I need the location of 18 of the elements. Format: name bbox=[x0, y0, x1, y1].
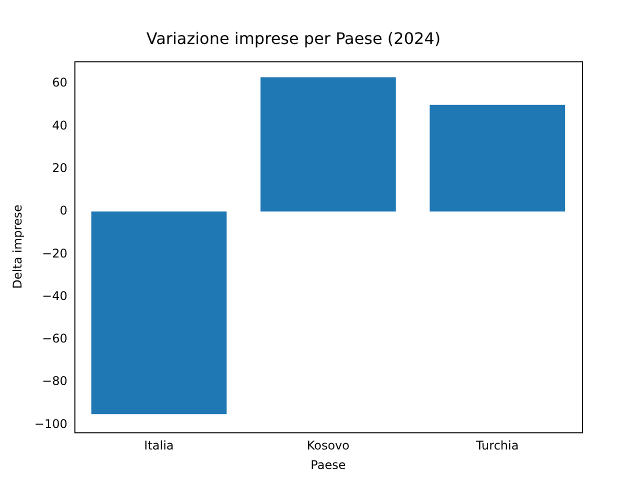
y-axis-title: Delta imprese bbox=[10, 204, 24, 289]
x-axis-title: Paese bbox=[310, 458, 346, 472]
y-tick-label: 60 bbox=[52, 76, 68, 90]
y-tick-label: 20 bbox=[52, 161, 68, 175]
x-tick-label: Italia bbox=[144, 438, 174, 453]
y-tick-label: −20 bbox=[42, 246, 68, 260]
y-tick-label: 40 bbox=[52, 118, 68, 132]
chart-title: Variazione imprese per Paese (2024) bbox=[146, 28, 441, 48]
y-tick-label: −60 bbox=[42, 332, 68, 346]
bar bbox=[260, 77, 396, 212]
y-tick-label: −80 bbox=[42, 374, 68, 388]
y-tick-label: 0 bbox=[60, 204, 68, 218]
x-tick-label: Kosovo bbox=[306, 438, 350, 453]
bar bbox=[91, 212, 227, 414]
y-tick-label: −40 bbox=[42, 288, 68, 303]
y-tick-label: −100 bbox=[34, 416, 68, 431]
bar bbox=[430, 104, 566, 212]
x-tick-label: Turchia bbox=[475, 438, 519, 453]
